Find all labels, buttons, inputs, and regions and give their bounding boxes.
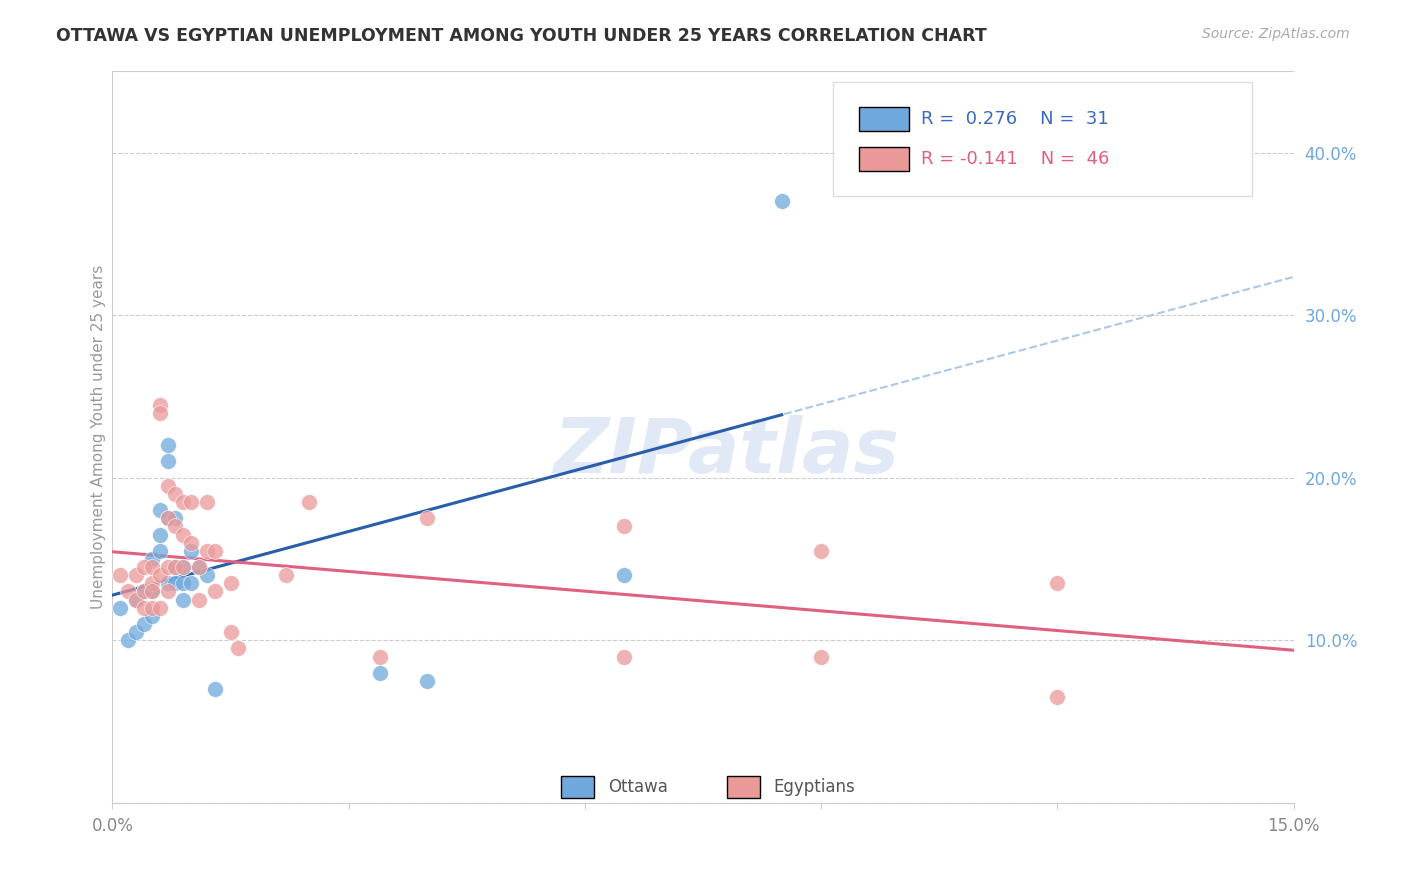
Point bbox=[165, 511, 187, 525]
Point bbox=[156, 511, 179, 525]
Point bbox=[141, 584, 163, 599]
FancyBboxPatch shape bbox=[832, 82, 1253, 195]
Point bbox=[172, 527, 194, 541]
Point bbox=[117, 633, 139, 648]
Point bbox=[132, 584, 155, 599]
Point bbox=[156, 438, 179, 452]
Point bbox=[172, 495, 194, 509]
Point bbox=[180, 576, 202, 591]
Point bbox=[368, 649, 391, 664]
Point bbox=[110, 568, 132, 582]
Point bbox=[195, 568, 218, 582]
Point bbox=[125, 592, 148, 607]
Point bbox=[149, 600, 172, 615]
Point bbox=[156, 584, 179, 599]
Point bbox=[165, 560, 187, 574]
Point bbox=[180, 495, 202, 509]
Point bbox=[149, 568, 172, 582]
Point bbox=[416, 673, 439, 688]
Point bbox=[368, 665, 391, 680]
Point bbox=[149, 544, 172, 558]
Point bbox=[188, 560, 211, 574]
Text: Source: ZipAtlas.com: Source: ZipAtlas.com bbox=[1202, 27, 1350, 41]
Point bbox=[219, 625, 242, 640]
Point bbox=[132, 560, 155, 574]
Text: Ottawa: Ottawa bbox=[609, 778, 668, 796]
Point bbox=[613, 568, 636, 582]
Point bbox=[141, 608, 163, 623]
Point bbox=[149, 406, 172, 420]
Point bbox=[117, 584, 139, 599]
Point bbox=[613, 649, 636, 664]
Point bbox=[1046, 576, 1069, 591]
Point bbox=[132, 617, 155, 632]
Text: OTTAWA VS EGYPTIAN UNEMPLOYMENT AMONG YOUTH UNDER 25 YEARS CORRELATION CHART: OTTAWA VS EGYPTIAN UNEMPLOYMENT AMONG YO… bbox=[56, 27, 987, 45]
Point bbox=[156, 454, 179, 468]
FancyBboxPatch shape bbox=[859, 107, 908, 130]
Point bbox=[141, 584, 163, 599]
Point bbox=[188, 592, 211, 607]
Point bbox=[141, 552, 163, 566]
Text: ZIPatlas: ZIPatlas bbox=[554, 415, 900, 489]
Point bbox=[125, 592, 148, 607]
Point bbox=[1046, 690, 1069, 705]
Text: R =  0.276    N =  31: R = 0.276 N = 31 bbox=[921, 110, 1109, 128]
Text: R = -0.141    N =  46: R = -0.141 N = 46 bbox=[921, 150, 1109, 168]
Point bbox=[156, 576, 179, 591]
Point bbox=[165, 560, 187, 574]
Point bbox=[165, 576, 187, 591]
Point bbox=[180, 544, 202, 558]
Point bbox=[149, 503, 172, 517]
Point bbox=[298, 495, 321, 509]
Point bbox=[156, 560, 179, 574]
Text: Egyptians: Egyptians bbox=[773, 778, 856, 796]
Point bbox=[195, 544, 218, 558]
Point bbox=[613, 519, 636, 533]
Point bbox=[125, 568, 148, 582]
Point bbox=[219, 576, 242, 591]
FancyBboxPatch shape bbox=[727, 776, 759, 797]
Point bbox=[770, 194, 793, 209]
Point bbox=[149, 398, 172, 412]
Point bbox=[172, 560, 194, 574]
Point bbox=[204, 681, 226, 696]
Point bbox=[195, 495, 218, 509]
Point bbox=[172, 592, 194, 607]
Point bbox=[141, 560, 163, 574]
Point bbox=[125, 625, 148, 640]
Point bbox=[132, 600, 155, 615]
FancyBboxPatch shape bbox=[561, 776, 595, 797]
Point bbox=[149, 527, 172, 541]
Point bbox=[141, 600, 163, 615]
FancyBboxPatch shape bbox=[859, 147, 908, 171]
Point bbox=[416, 511, 439, 525]
Point bbox=[172, 560, 194, 574]
Point bbox=[810, 649, 832, 664]
Point bbox=[274, 568, 297, 582]
Point bbox=[204, 584, 226, 599]
Point bbox=[165, 487, 187, 501]
Point bbox=[228, 641, 250, 656]
Point bbox=[156, 479, 179, 493]
Point bbox=[156, 511, 179, 525]
Point bbox=[810, 544, 832, 558]
Y-axis label: Unemployment Among Youth under 25 years: Unemployment Among Youth under 25 years bbox=[91, 265, 105, 609]
Point bbox=[180, 535, 202, 549]
Point bbox=[165, 519, 187, 533]
Point bbox=[204, 544, 226, 558]
Point bbox=[132, 584, 155, 599]
Point bbox=[172, 576, 194, 591]
Point bbox=[110, 600, 132, 615]
Point bbox=[141, 576, 163, 591]
Point bbox=[188, 560, 211, 574]
